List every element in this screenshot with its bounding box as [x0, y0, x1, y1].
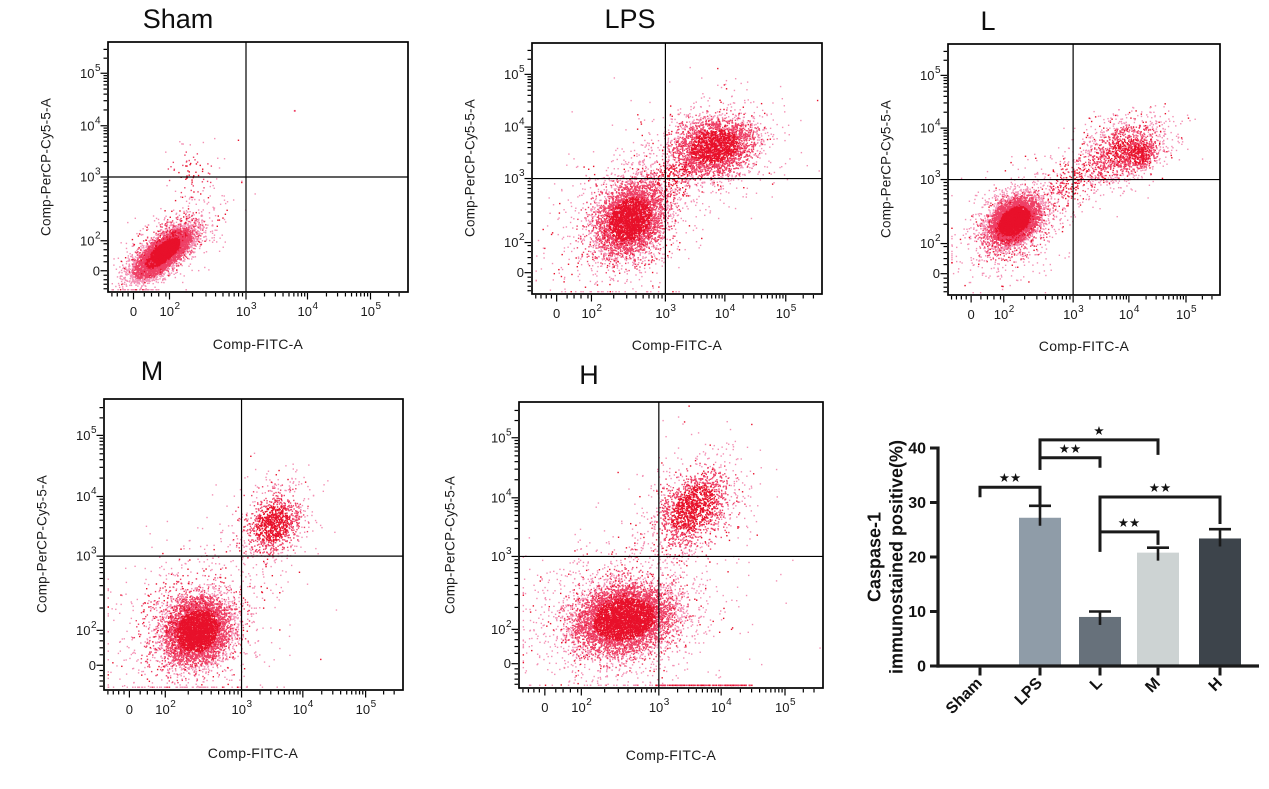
flow-ylabel-sham: Comp-PerCP-Cy5-5-A — [38, 98, 54, 236]
bar-chart-ylabel-line1: Caspase-1 — [864, 511, 885, 603]
flow-title-sham: Sham — [142, 4, 214, 34]
flow-xlabel-lps: Comp-FITC-A — [631, 337, 723, 353]
flow-title-l: L — [980, 6, 996, 36]
flow-ylabel-l: Comp-PerCP-Cy5-5-A — [878, 100, 894, 238]
bar-chart-ylabel: Caspase-1 immunostained positive(%) — [865, 440, 908, 674]
flow-title-m: M — [140, 356, 164, 386]
flow-ylabel-m: Comp-PerCP-Cy5-5-A — [34, 475, 50, 613]
flow-title-lps: LPS — [604, 4, 656, 34]
flow-xlabel-l: Comp-FITC-A — [1038, 338, 1130, 354]
flow-ylabel-h: Comp-PerCP-Cy5-5-A — [442, 476, 458, 614]
flow-ylabel-lps: Comp-PerCP-Cy5-5-A — [462, 99, 478, 237]
flow-xlabel-h: Comp-FITC-A — [625, 747, 717, 763]
flow-title-h: H — [579, 360, 599, 390]
bar-chart-ylabel-line2: immunostained positive(%) — [886, 439, 906, 675]
flow-xlabel-m: Comp-FITC-A — [207, 745, 299, 761]
flow-xlabel-sham: Comp-FITC-A — [212, 336, 304, 352]
